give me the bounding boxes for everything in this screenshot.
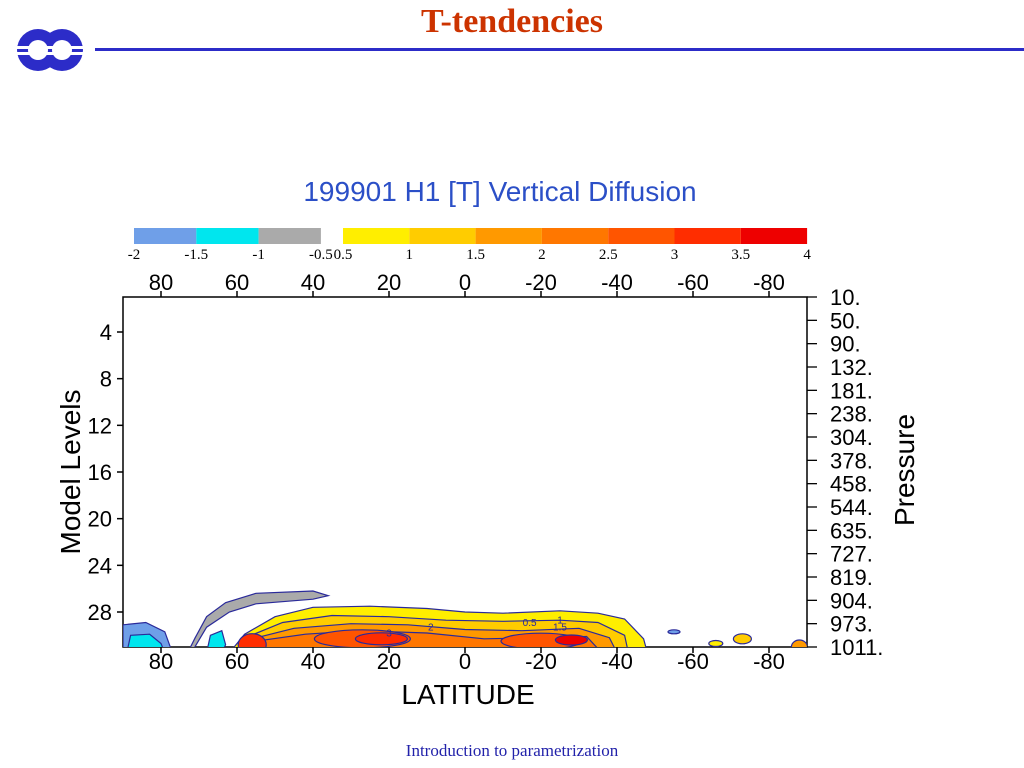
colorbar-tick-label: 3.5 xyxy=(731,247,750,263)
x-tick-label-top: 80 xyxy=(149,270,173,295)
colorbar-swatch xyxy=(740,228,808,244)
y-tick-label: 24 xyxy=(88,553,112,578)
pressure-tick-label: 544. xyxy=(830,495,873,520)
pressure-tick-label: 635. xyxy=(830,518,873,543)
x-tick-label: 60 xyxy=(225,649,249,674)
warming-core xyxy=(708,639,724,647)
x-tick-label: 40 xyxy=(301,649,325,674)
colorbar-swatch xyxy=(343,228,410,244)
x-tick-label-top: 0 xyxy=(459,270,471,295)
x-tick-label-top: 20 xyxy=(377,270,401,295)
x-tick-label: 20 xyxy=(377,649,401,674)
pressure-axis-label: Pressure xyxy=(889,414,920,526)
pressure-tick-label: 50. xyxy=(830,308,861,333)
pressure-tick-label: 904. xyxy=(830,588,873,613)
colorbar-tick-label: -1 xyxy=(252,247,265,263)
pressure-tick-label: 378. xyxy=(830,448,873,473)
chart-title: 199901 H1 [T] Vertical Diffusion xyxy=(303,176,696,207)
colorbar-swatch xyxy=(475,228,542,244)
pressure-tick-label: 90. xyxy=(830,332,861,357)
cooling-region xyxy=(189,590,331,647)
ecmwf-logo xyxy=(14,29,86,71)
pressure-tick-label: 132. xyxy=(830,355,873,380)
contour-label: 1 xyxy=(557,616,563,627)
footer-text: Introduction to parametrization xyxy=(405,741,619,760)
x-tick-label: 0 xyxy=(459,649,471,674)
x-axis-label: LATITUDE xyxy=(401,679,534,710)
axes: 80 80 60 60 40 40 20 20 0 0 -20 -20 -40 -40 -60 -60 -80 -… xyxy=(88,270,884,674)
y-tick-label: 20 xyxy=(88,507,112,532)
cooling-region xyxy=(667,629,681,635)
y-tick-label: 8 xyxy=(100,367,112,392)
cooling-region xyxy=(207,629,227,647)
colorbar-tick-label: 2 xyxy=(538,247,546,263)
colorbar-tick-label: 4 xyxy=(803,247,811,263)
x-tick-label: -40 xyxy=(601,649,633,674)
colorbar-swatch xyxy=(196,228,259,244)
pressure-tick-label: 727. xyxy=(830,542,873,567)
colorbar-tick-label: -1.5 xyxy=(184,247,208,263)
x-tick-label: 80 xyxy=(149,649,173,674)
x-tick-label-top: -20 xyxy=(525,270,557,295)
y-tick-label: 4 xyxy=(100,320,112,345)
cooling-region xyxy=(127,633,164,647)
y-tick-label: 28 xyxy=(88,600,112,625)
warming-core xyxy=(237,633,267,647)
colorbar-swatch xyxy=(541,228,609,244)
contour-label: 0.5 xyxy=(523,618,537,629)
colorbar-tick-label: 1 xyxy=(406,247,414,263)
x-tick-label-top: -60 xyxy=(677,270,709,295)
chart: 199901 H1 [T] Vertical Diffusion -2 -1.5-… xyxy=(55,176,920,710)
x-tick-label-top: -40 xyxy=(601,270,633,295)
x-tick-label: -80 xyxy=(753,649,785,674)
warming-core xyxy=(554,634,589,646)
warming-core xyxy=(354,632,408,646)
contour-label: 2 xyxy=(428,623,434,634)
colorbar-tick-label: 1.5 xyxy=(466,247,485,263)
y-tick-label: 12 xyxy=(88,413,112,438)
warming-core xyxy=(790,639,807,647)
warming-core xyxy=(732,633,753,645)
pressure-tick-label: 458. xyxy=(830,472,873,497)
colorbar-swatch xyxy=(258,228,321,244)
colorbar-swatch xyxy=(134,228,197,244)
colorbar-tick-label: -0.5 xyxy=(309,247,333,263)
colorbar: -2 -1.5 -1 -0.5 0.5 1 1.5 2 2.5 3 3.5 4 xyxy=(128,228,811,263)
header-rule xyxy=(95,48,1024,51)
temperature-tendency-field: 0.5 11.5 2 3 xyxy=(123,590,807,647)
y-tick-label: 16 xyxy=(88,460,112,485)
x-tick-label-top: 60 xyxy=(225,270,249,295)
x-tick-label: -60 xyxy=(677,649,709,674)
contour-label: 3 xyxy=(386,629,392,640)
colorbar-tick-label: 3 xyxy=(671,247,679,263)
pressure-tick-label: 10. xyxy=(830,285,861,310)
contour-label: 1.5 xyxy=(553,623,567,634)
x-tick-label: -20 xyxy=(525,649,557,674)
pressure-tick-label: 1011. xyxy=(830,635,883,660)
colorbar-tick-label: -2 xyxy=(128,247,141,263)
colorbar-swatch xyxy=(674,228,741,244)
pressure-tick-label: 181. xyxy=(830,378,873,403)
colorbar-tick-label: 0.5 xyxy=(334,247,353,263)
x-tick-label-top: 40 xyxy=(301,270,325,295)
pressure-tick-label: 238. xyxy=(830,402,873,427)
pressure-tick-label: 304. xyxy=(830,425,873,450)
y-axis-label: Model Levels xyxy=(55,390,86,555)
x-tick-label-top: -80 xyxy=(753,270,785,295)
pressure-tick-label: 819. xyxy=(830,565,873,590)
slide-title: T-tendencies xyxy=(421,3,603,40)
colorbar-swatch xyxy=(409,228,476,244)
pressure-tick-label: 973. xyxy=(830,612,873,637)
plot-frame xyxy=(122,296,808,648)
colorbar-tick-label: 2.5 xyxy=(599,247,618,263)
colorbar-swatch xyxy=(608,228,675,244)
